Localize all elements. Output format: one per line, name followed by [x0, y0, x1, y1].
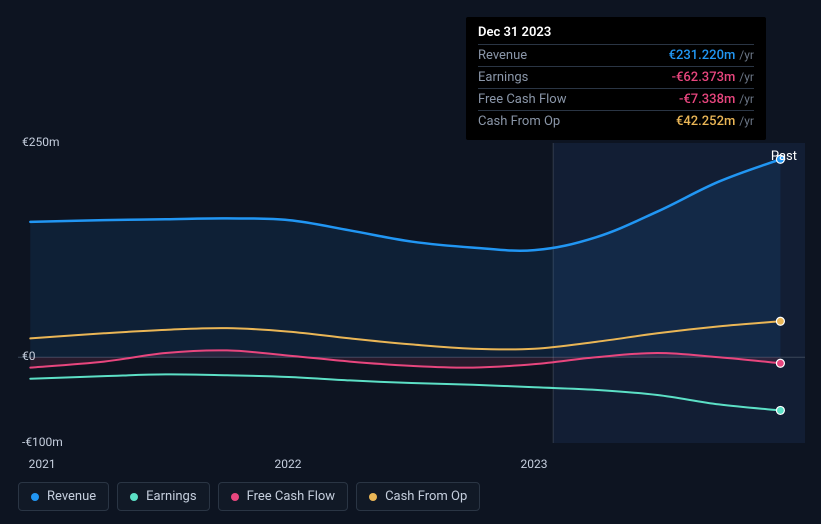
legend-item-cfo[interactable]: Cash From Op — [356, 482, 480, 511]
legend-dot-icon — [31, 493, 39, 501]
tooltip-row-unit: /yr — [739, 48, 754, 62]
tooltip-row-label: Earnings — [478, 70, 656, 85]
tooltip-date: Dec 31 2023 — [478, 25, 754, 44]
y-axis-label: €0 — [22, 349, 36, 363]
tooltip-row-value: €231.220m — [669, 48, 736, 63]
x-axis-label: 2021 — [29, 457, 56, 471]
tooltip-row-unit: /yr — [739, 70, 754, 84]
legend-dot-icon — [130, 493, 138, 501]
y-axis-label: €250m — [22, 135, 60, 149]
legend-label: Cash From Op — [385, 489, 467, 504]
chart-tooltip: Dec 31 2023 Revenue €231.220m/yr Earnings -… — [466, 17, 766, 140]
y-axis-label: -€100m — [22, 435, 63, 449]
past-label: Past — [771, 149, 797, 164]
tooltip-row-label: Cash From Op — [478, 114, 660, 129]
x-axis-label: 2022 — [275, 457, 302, 471]
legend-dot-icon — [231, 493, 239, 501]
tooltip-row-value: -€62.373m — [672, 70, 736, 85]
legend-dot-icon — [369, 493, 377, 501]
tooltip-row: Cash From Op €42.252m/yr — [478, 110, 754, 132]
legend-label: Revenue — [47, 489, 96, 504]
legend-item-revenue[interactable]: Revenue — [18, 482, 109, 511]
financial-chart: Dec 31 2023 Revenue €231.220m/yr Earnings -… — [0, 0, 821, 524]
legend-item-earnings[interactable]: Earnings — [117, 482, 209, 511]
chart-legend: Revenue Earnings Free Cash Flow Cash From O… — [18, 482, 480, 511]
legend-label: Free Cash Flow — [247, 489, 335, 504]
legend-label: Earnings — [146, 489, 196, 504]
tooltip-row-label: Revenue — [478, 48, 653, 63]
legend-item-fcf[interactable]: Free Cash Flow — [218, 482, 348, 511]
tooltip-row-value: €42.252m — [676, 114, 735, 129]
tooltip-row-unit: /yr — [739, 92, 754, 106]
tooltip-row: Free Cash Flow -€7.338m/yr — [478, 88, 754, 110]
tooltip-row-label: Free Cash Flow — [478, 92, 663, 107]
x-axis-label: 2023 — [520, 457, 547, 471]
tooltip-row-unit: /yr — [739, 114, 754, 128]
tooltip-row-value: -€7.338m — [679, 92, 735, 107]
tooltip-row: Earnings -€62.373m/yr — [478, 66, 754, 88]
tooltip-row: Revenue €231.220m/yr — [478, 44, 754, 66]
